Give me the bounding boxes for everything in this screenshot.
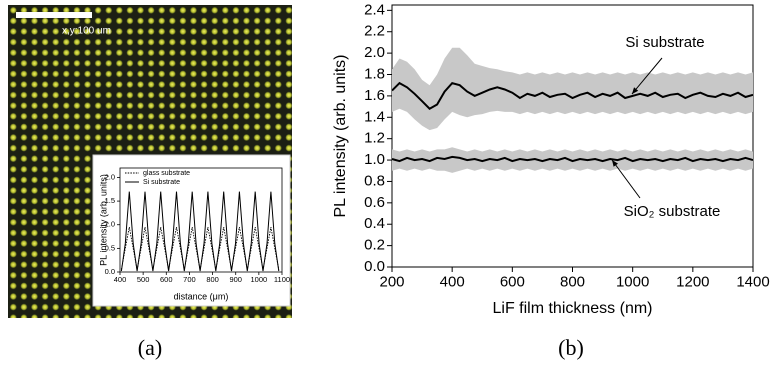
y-tick-label: 0.8 xyxy=(364,172,385,189)
x-tick-label: 400 xyxy=(440,273,465,290)
x-axis-title: distance (μm) xyxy=(174,291,229,301)
scale-bar xyxy=(16,12,92,18)
x-tick-label: 1100 xyxy=(274,275,290,284)
figure: x,y:100 um (a) (b) 400 500 600 700 800 900 100… xyxy=(0,0,770,368)
x-tick-label: 600 xyxy=(500,273,525,290)
y-tick-label: 2.4 xyxy=(364,1,385,18)
panel-label: (a) xyxy=(138,335,162,360)
x-tick-label: 700 xyxy=(183,275,196,284)
y-tick-label: 0.0 xyxy=(105,267,115,276)
legend-label: Si substrate xyxy=(143,179,180,186)
y-tick-label: 1.2 xyxy=(364,130,385,147)
y-tick-label: 0.4 xyxy=(364,215,385,232)
y-tick-label: 2.0 xyxy=(364,44,385,61)
y-axis-title: PL intensity (arb. units) xyxy=(332,54,349,217)
y-tick-label: 0.2 xyxy=(364,237,385,254)
x-tick-label: 1400 xyxy=(736,273,769,290)
y-tick-label: 1.6 xyxy=(364,87,385,104)
panel-label: (b) xyxy=(558,335,584,360)
page: x,y:100 um (a) (b) 400 500 600 700 800 900 100… xyxy=(0,0,770,368)
x-tick-label: 1000 xyxy=(616,273,649,290)
y-tick-label: 2.2 xyxy=(364,23,385,40)
x-tick-label: 200 xyxy=(379,273,404,290)
x-axis-title: LiF film thickness (nm) xyxy=(492,300,652,317)
x-tick-label: 800 xyxy=(206,275,219,284)
x-tick-label: 1200 xyxy=(676,273,709,290)
scale-bar-label: x,y:100 um xyxy=(62,26,111,37)
x-tick-label: 400 xyxy=(114,275,127,284)
x-tick-label: 500 xyxy=(137,275,150,284)
y-tick-label: 0.6 xyxy=(364,194,385,211)
x-tick-label: 800 xyxy=(560,273,585,290)
y-tick-label: 1.4 xyxy=(364,108,385,125)
series-label: SiO₂ substrate xyxy=(624,203,721,220)
x-tick-label: 1000 xyxy=(251,275,268,284)
y-tick-label: 1.8 xyxy=(364,65,385,82)
series-label: Si substrate xyxy=(625,34,704,51)
x-tick-label: 600 xyxy=(160,275,173,284)
x-tick-label: 900 xyxy=(229,275,242,284)
y-axis-title: PL intensity (arb. units) xyxy=(98,174,108,266)
y-tick-label: 0.0 xyxy=(364,258,385,275)
y-tick-label: 1.0 xyxy=(364,151,385,168)
legend-label: glass substrate xyxy=(143,170,190,177)
